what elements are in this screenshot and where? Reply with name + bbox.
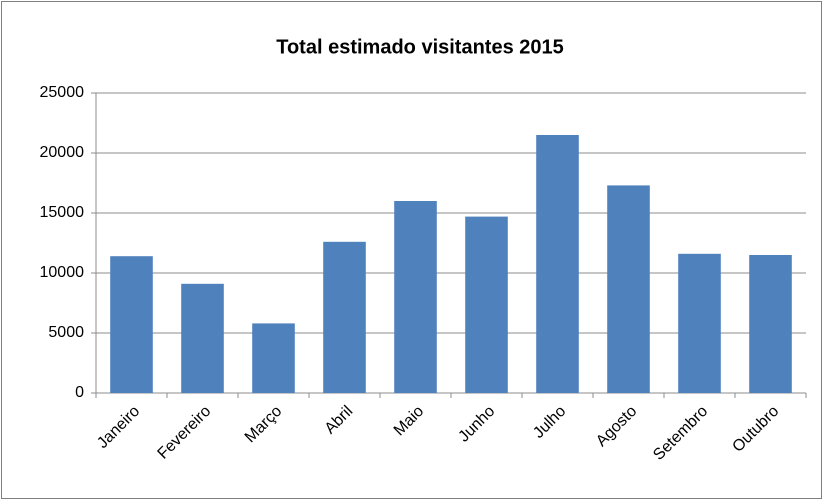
y-tick-label: 10000 (40, 264, 85, 281)
y-tick-label: 25000 (40, 84, 85, 101)
y-tick-label: 20000 (40, 144, 85, 161)
y-tick-label: 15000 (40, 204, 85, 221)
bar (536, 135, 579, 393)
y-tick-label: 5000 (48, 324, 84, 341)
bar (749, 255, 792, 393)
bar (323, 241, 366, 393)
bar (607, 185, 650, 393)
bar (465, 216, 508, 393)
chart-title: Total estimado visitantes 2015 (276, 36, 564, 58)
bar (678, 253, 721, 393)
y-tick-label: 0 (75, 384, 84, 401)
bar (252, 323, 295, 393)
bar (181, 283, 224, 393)
bar (110, 256, 153, 393)
bar (394, 201, 437, 393)
